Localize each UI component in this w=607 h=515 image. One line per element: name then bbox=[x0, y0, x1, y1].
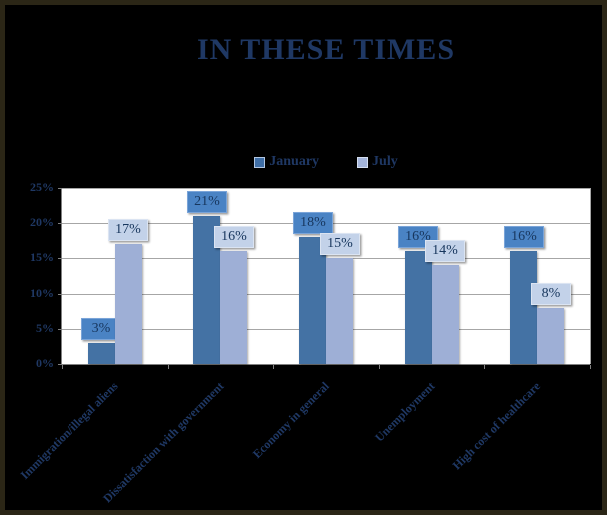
y-axis-label-10: 10% bbox=[30, 286, 54, 300]
y-axis-label-0: 0% bbox=[36, 356, 54, 370]
category-label-4: Unemployment bbox=[371, 379, 438, 445]
legend: January July bbox=[62, 154, 590, 170]
bar-january-1 bbox=[88, 343, 115, 364]
y-axis-tick bbox=[58, 188, 62, 189]
y-axis-tick bbox=[58, 364, 62, 365]
y-axis-label-15: 15% bbox=[30, 250, 54, 264]
y-axis-tick bbox=[58, 223, 62, 224]
x-axis-tick bbox=[484, 365, 485, 369]
legend-item-july: July bbox=[357, 154, 398, 170]
data-label-july-4: 14% bbox=[425, 240, 465, 262]
y-axis-label-20: 20% bbox=[30, 215, 54, 229]
category-label-5: High cost of healthcare bbox=[449, 379, 544, 473]
chart-title: IN THESE TIMES bbox=[197, 33, 455, 66]
bar-july-4 bbox=[432, 265, 459, 364]
data-label-january-3: 18% bbox=[293, 212, 333, 234]
data-label-july-1: 17% bbox=[108, 219, 148, 241]
y-axis-line bbox=[61, 188, 62, 364]
data-label-july-5: 8% bbox=[531, 283, 571, 305]
bar-january-4 bbox=[405, 251, 432, 364]
legend-label-july: July bbox=[372, 154, 398, 169]
bar-july-1 bbox=[115, 244, 142, 364]
category-label-1: Immigration/illegal aliens bbox=[17, 379, 121, 483]
legend-item-january: January bbox=[254, 154, 319, 170]
gridline-25 bbox=[62, 188, 590, 189]
data-label-january-2: 21% bbox=[187, 191, 227, 213]
data-label-july-2: 16% bbox=[214, 226, 254, 248]
bar-july-3 bbox=[326, 258, 353, 364]
plot-right-border bbox=[590, 188, 591, 364]
y-axis-label-5: 5% bbox=[36, 321, 54, 335]
data-label-july-3: 15% bbox=[320, 233, 360, 255]
y-axis-label-25: 25% bbox=[30, 180, 54, 194]
x-axis-tick bbox=[62, 365, 63, 369]
category-label-3: Economy in general bbox=[249, 379, 332, 462]
bar-january-5 bbox=[510, 251, 537, 364]
legend-label-january: January bbox=[269, 154, 320, 169]
x-axis-line bbox=[61, 364, 590, 365]
january-swatch-icon bbox=[254, 156, 266, 168]
data-label-january-5: 16% bbox=[504, 226, 544, 248]
july-swatch-icon bbox=[357, 156, 369, 168]
x-axis-tick bbox=[168, 365, 169, 369]
y-axis-tick bbox=[58, 258, 62, 259]
x-axis-tick bbox=[590, 365, 591, 369]
bar-january-3 bbox=[299, 237, 326, 364]
y-axis-tick bbox=[58, 294, 62, 295]
x-axis-tick bbox=[379, 365, 380, 369]
bar-july-5 bbox=[537, 308, 564, 364]
category-label-2: Dissatisfaction with government bbox=[99, 379, 227, 506]
data-label-january-1: 3% bbox=[81, 318, 121, 340]
x-axis-tick bbox=[273, 365, 274, 369]
y-axis-tick bbox=[58, 329, 62, 330]
bar-july-2 bbox=[220, 251, 247, 364]
